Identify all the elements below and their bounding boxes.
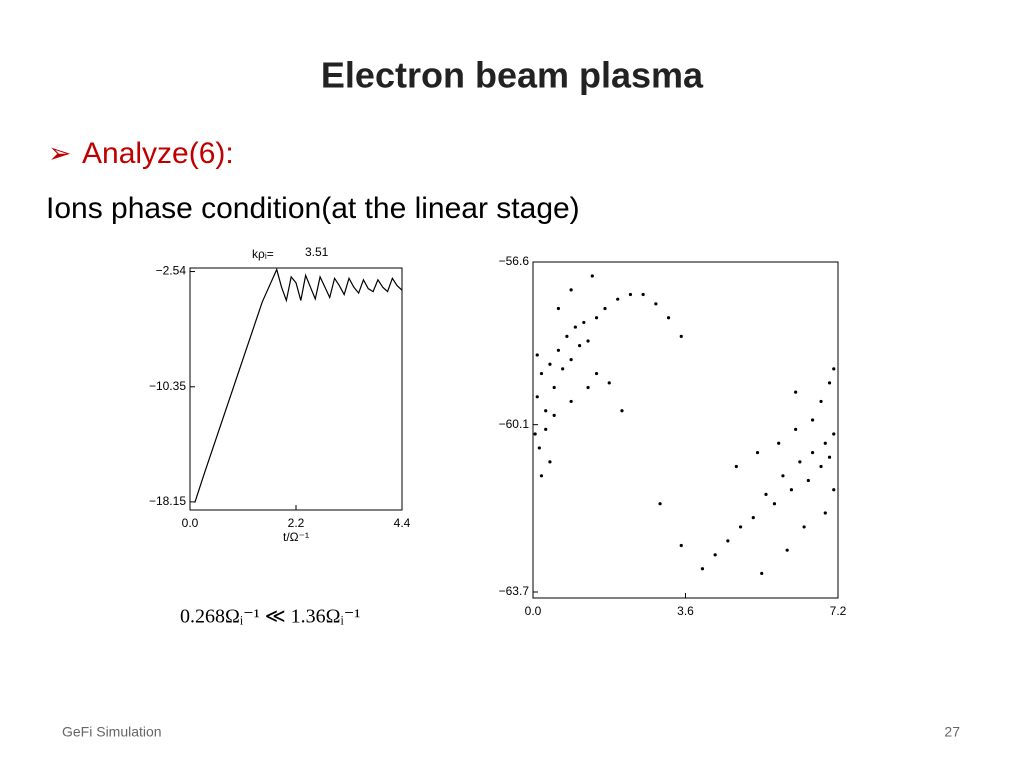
y-tick-label: −18.15 xyxy=(149,494,186,508)
data-point xyxy=(577,344,582,348)
data-point xyxy=(582,320,586,325)
data-point xyxy=(781,474,785,478)
x-axis-label: t/Ω⁻¹ xyxy=(283,530,309,544)
data-point xyxy=(794,427,798,431)
y-tick-label: −2.54 xyxy=(156,264,187,278)
data-point xyxy=(552,385,556,390)
data-point xyxy=(734,464,738,469)
data-point xyxy=(810,418,815,422)
x-tick-label: 0.0 xyxy=(182,516,199,530)
x-tick-label: 3.6 xyxy=(677,604,694,618)
data-point xyxy=(548,460,552,464)
data-point xyxy=(819,464,823,469)
x-tick-label: 4.4 xyxy=(394,516,411,530)
data-point xyxy=(751,516,755,520)
data-point xyxy=(641,292,645,297)
data-point xyxy=(679,543,683,548)
formula: 0.268Ωᵢ⁻¹ ≪ 1.36Ωᵢ⁻¹ xyxy=(180,606,360,628)
data-point xyxy=(827,455,832,459)
data-point xyxy=(789,488,794,492)
data-point xyxy=(764,492,768,496)
data-point xyxy=(533,432,537,436)
data-point xyxy=(772,502,777,506)
x-tick-label: 7.2 xyxy=(830,604,847,618)
data-point xyxy=(806,478,810,483)
data-point xyxy=(535,353,539,357)
bullet-marker: ➢ xyxy=(48,137,71,168)
data-point xyxy=(594,316,599,320)
data-point xyxy=(552,413,556,417)
data-point xyxy=(658,502,662,506)
data-point xyxy=(713,553,717,557)
data-point xyxy=(607,381,611,385)
data-point xyxy=(620,409,624,413)
data-point xyxy=(794,390,798,394)
data-point xyxy=(832,488,836,492)
body-text: Ions phase condition(at the linear stage… xyxy=(46,192,580,225)
data-point xyxy=(785,548,789,552)
data-point xyxy=(832,367,836,371)
data-point xyxy=(556,348,561,352)
data-point xyxy=(823,441,827,445)
x-tick-label: 2.2 xyxy=(288,516,305,530)
annotation: 3.51 xyxy=(305,245,329,259)
data-point xyxy=(603,306,607,311)
data-point xyxy=(569,358,573,362)
data-point xyxy=(679,334,683,338)
data-point xyxy=(569,288,573,292)
data-point xyxy=(535,395,539,399)
data-point xyxy=(537,446,541,450)
bullet-text: Analyze(6): xyxy=(82,137,234,170)
data-point xyxy=(738,525,743,529)
data-point xyxy=(827,381,832,385)
data-point xyxy=(760,571,764,576)
data-point xyxy=(616,297,620,301)
page-number: 27 xyxy=(944,724,960,740)
data-point xyxy=(832,432,836,436)
data-point xyxy=(586,339,590,343)
data-point xyxy=(590,274,594,278)
data-point xyxy=(755,450,760,455)
y-tick-label: −60.1 xyxy=(499,417,530,431)
data-point xyxy=(586,385,590,390)
data-point xyxy=(802,525,806,529)
x-tick-label: 0.0 xyxy=(525,604,542,618)
chart-title: kρᵢ= xyxy=(252,247,274,261)
data-point xyxy=(819,399,823,404)
data-point xyxy=(654,302,658,306)
data-point xyxy=(823,511,827,515)
y-tick-label: −56.6 xyxy=(499,254,530,268)
data-point xyxy=(798,460,802,464)
plot-frame xyxy=(189,267,403,511)
data-point xyxy=(544,427,548,431)
data-point xyxy=(573,325,577,329)
footer-left: GeFi Simulation xyxy=(62,724,162,740)
data-point xyxy=(539,371,544,376)
data-point xyxy=(628,292,633,297)
data-point xyxy=(569,399,573,404)
y-tick-label: −10.35 xyxy=(149,379,186,393)
data-point xyxy=(700,567,705,571)
data-point xyxy=(561,367,565,371)
data-point xyxy=(810,450,815,455)
slide-title: Electron beam plasma xyxy=(321,55,704,96)
data-line xyxy=(194,267,403,503)
data-point xyxy=(556,306,561,311)
data-point xyxy=(544,409,548,413)
plot-frame xyxy=(532,261,839,599)
data-point xyxy=(726,539,730,543)
data-point xyxy=(594,371,599,376)
data-point xyxy=(565,334,569,338)
data-point xyxy=(539,474,544,478)
data-point xyxy=(777,441,781,445)
y-tick-label: −63.7 xyxy=(499,584,530,598)
data-point xyxy=(548,362,552,366)
data-point xyxy=(666,316,671,320)
